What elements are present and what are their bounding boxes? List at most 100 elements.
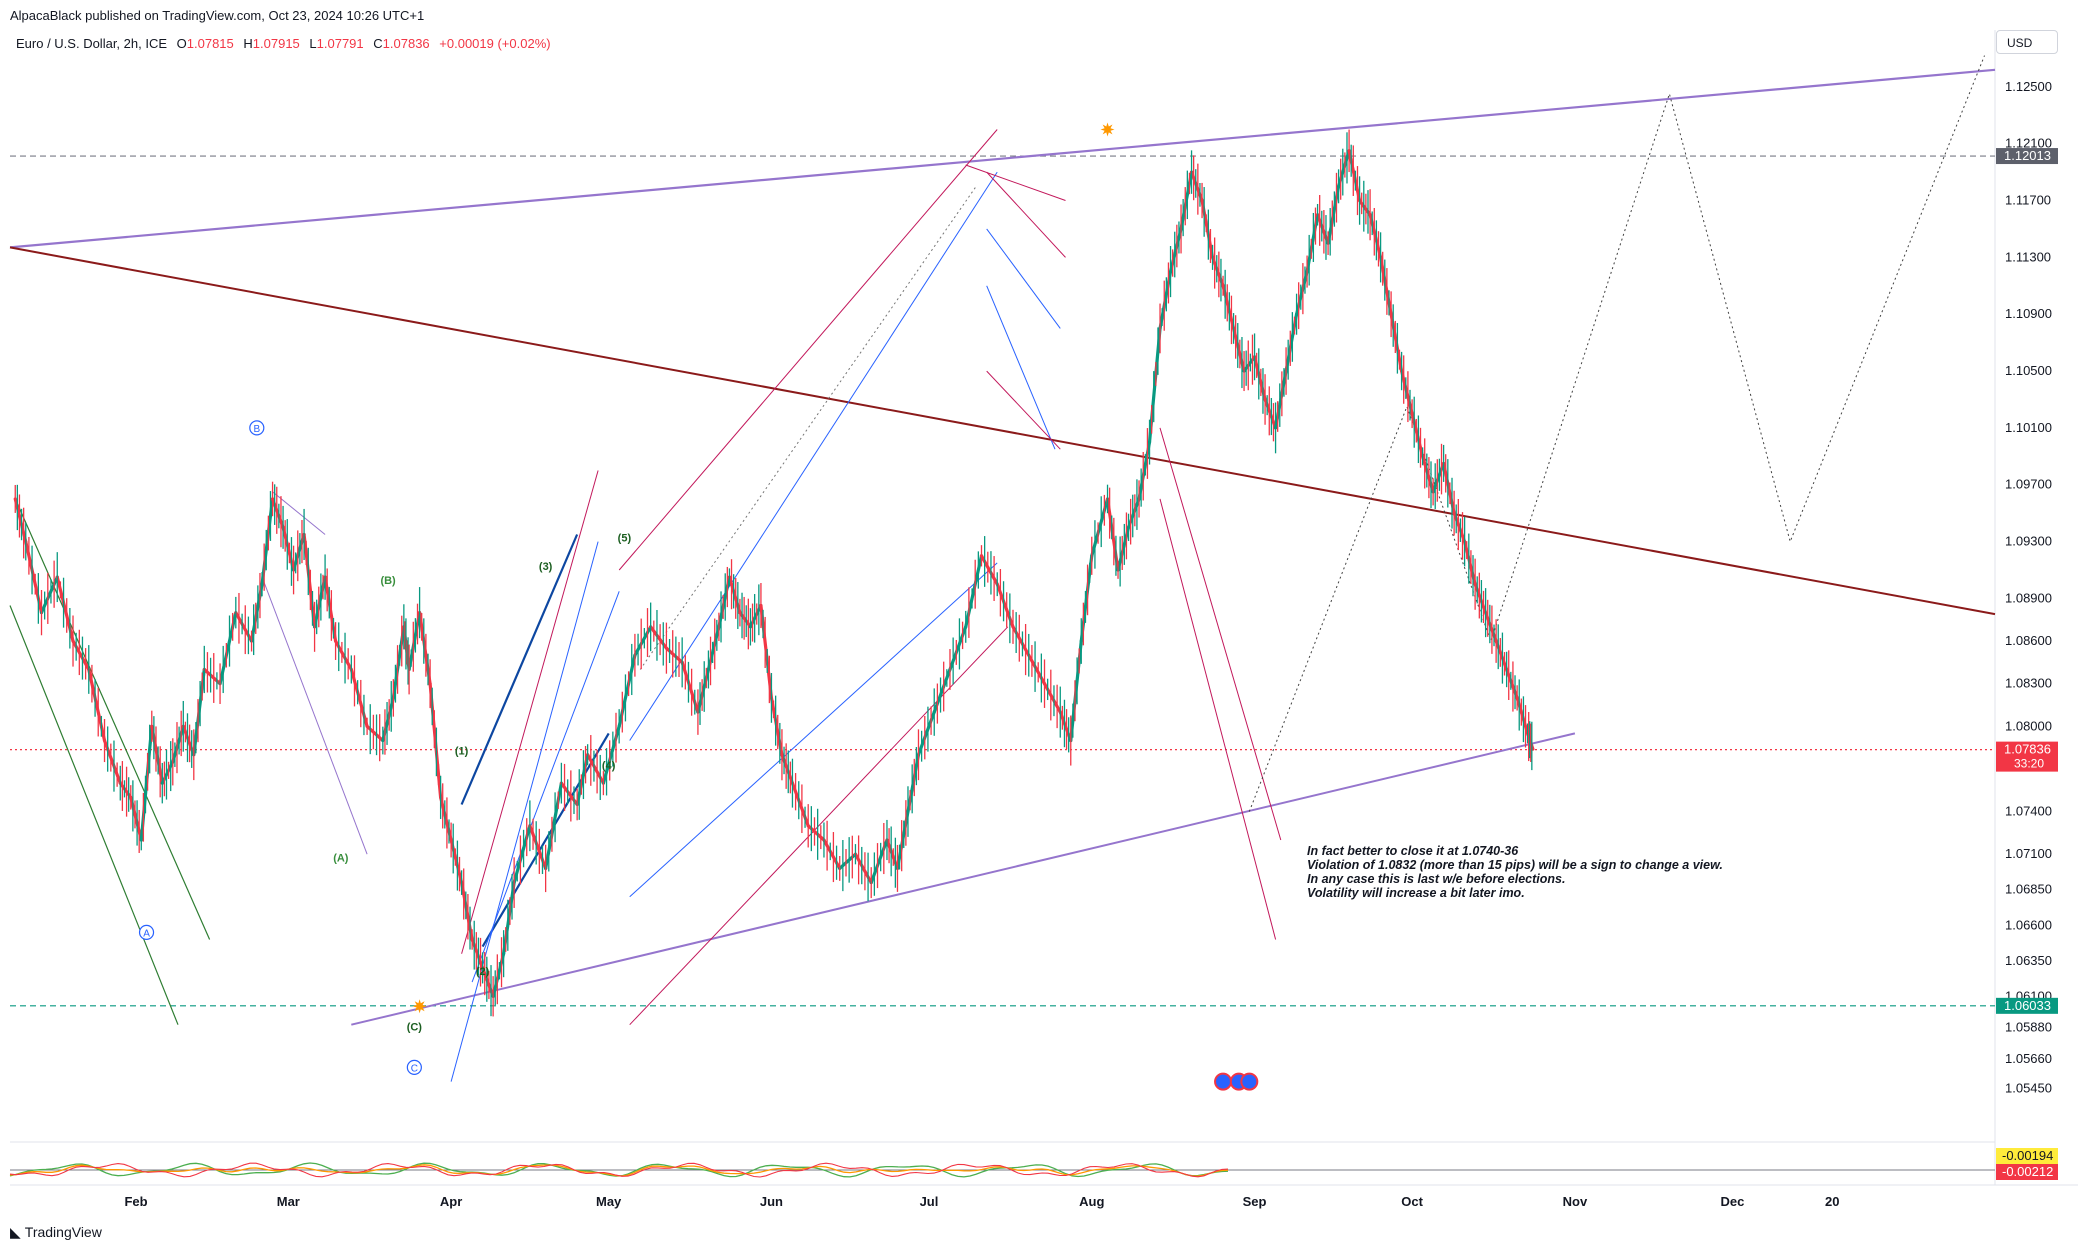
trendline[interactable] [629, 562, 998, 898]
price-segment [649, 625, 669, 650]
y-tick-label: 1.07400 [2005, 804, 2052, 819]
trendline[interactable] [460, 534, 579, 805]
y-tick-label: 1.08300 [2005, 676, 2052, 691]
price-axis-badge [1996, 148, 2058, 165]
y-tick-label: 1.12100 [2005, 136, 2052, 151]
symbol-name[interactable]: Euro / U.S. Dollar, 2h, ICE [16, 36, 168, 51]
price-segment [39, 575, 59, 615]
star-marker[interactable] [412, 999, 427, 1014]
y-tick-label: 1.05660 [2005, 1051, 2052, 1066]
price-segment [218, 611, 238, 686]
trendline[interactable] [986, 285, 1056, 450]
trendline[interactable] [261, 576, 368, 855]
price-segment [633, 625, 653, 657]
price-axis-badge [1996, 741, 2058, 772]
price-segment [365, 724, 385, 743]
y-tick-label: 1.06350 [2005, 953, 2052, 968]
y-tick-label: 1.08900 [2005, 590, 2052, 605]
wave-label: (C) [407, 1021, 423, 1033]
price-segment [55, 575, 75, 643]
price-axis-badge-label: 1.06033 [2004, 998, 2051, 1013]
x-tick-label: Jun [760, 1194, 783, 1209]
footer-brand[interactable]: ◣ TradingView [10, 1224, 102, 1241]
annotation-note: In fact better to close it at 1.0740-36 … [1307, 844, 1723, 900]
trendline[interactable] [986, 228, 1061, 329]
trendline[interactable] [1159, 427, 1282, 841]
y-tick-label: 1.09300 [2005, 534, 2052, 549]
price-segment [1042, 682, 1062, 714]
x-tick-label: Nov [1563, 1194, 1588, 1209]
trendline[interactable] [351, 732, 1576, 1026]
x-tick-label: Mar [277, 1194, 300, 1209]
currency-button[interactable]: USD [1996, 30, 2058, 54]
price-segment [202, 667, 222, 686]
x-tick-label: Apr [440, 1194, 462, 1209]
low-value: 1.07791 [316, 36, 364, 51]
x-tick-label: Feb [124, 1194, 147, 1209]
trendline[interactable] [14, 498, 211, 940]
price-segment [333, 639, 353, 672]
open-value: 1.07815 [186, 36, 234, 51]
y-tick-label: 1.10100 [2005, 420, 2052, 435]
trendline[interactable] [639, 186, 977, 670]
price-segment [995, 582, 1015, 629]
oscillator-line [9, 1162, 1229, 1178]
tv-logo-icon: ◣ [10, 1224, 21, 1240]
trendline[interactable] [618, 129, 998, 571]
price-segment [544, 781, 563, 871]
star-marker[interactable] [1100, 122, 1115, 137]
y-tick-label: 1.11300 [2005, 249, 2051, 264]
trendline[interactable] [965, 164, 1066, 201]
price-segment [512, 824, 532, 885]
price-segment [349, 667, 369, 728]
trendline[interactable] [471, 591, 620, 983]
trendline[interactable] [9, 605, 179, 1025]
x-tick-label: Dec [1721, 1194, 1745, 1209]
y-tick-label: 1.07100 [2005, 846, 2052, 861]
economic-event-icon[interactable] [1214, 1072, 1233, 1091]
change-value: +0.00019 (+0.02%) [439, 36, 551, 51]
trendline[interactable] [481, 732, 610, 948]
level-lines [10, 155, 1995, 1007]
wave-label-circle [406, 1059, 422, 1075]
price-segment [1090, 497, 1110, 558]
trendline[interactable] [1248, 55, 1985, 812]
trendline[interactable] [1159, 498, 1277, 940]
y-tick-label: 1.11700 [2005, 193, 2051, 208]
economic-event-icon[interactable] [1240, 1072, 1259, 1091]
publisher-line: AlpacaBlack published on TradingView.com… [10, 8, 425, 23]
trendline[interactable] [629, 171, 998, 741]
countdown-label: 33:20 [2014, 757, 2044, 771]
price-segment [601, 724, 621, 785]
price-segment [838, 852, 858, 871]
x-tick-label: Oct [1401, 1194, 1423, 1209]
price-segment [87, 667, 107, 743]
price-segment [869, 838, 889, 885]
low-label: L [309, 36, 317, 51]
price-series [13, 129, 1535, 1017]
y-tick-label: 1.06850 [2005, 882, 2052, 897]
price-segment [853, 852, 873, 885]
wave-label: C [411, 1063, 418, 1074]
axes: 1.12500 1.12100 1.11700 1.11300 1.10900 1.105… [124, 79, 2058, 1209]
price-segment [617, 653, 637, 728]
price-segment [964, 554, 984, 629]
x-tick-label: 20 [1825, 1194, 1839, 1209]
trendline[interactable] [461, 470, 599, 954]
chart-grid [10, 30, 2078, 1186]
trendline[interactable] [9, 246, 1996, 616]
trendline[interactable] [450, 541, 599, 1082]
trendline[interactable] [629, 626, 1009, 1026]
wave-label-circle [249, 420, 265, 436]
trendline[interactable] [986, 171, 1066, 258]
trendline[interactable] [9, 68, 1996, 249]
trendline[interactable] [986, 370, 1061, 450]
oscillator-badge [1996, 1148, 2058, 1164]
symbol-legend[interactable]: Euro / U.S. Dollar, 2h, ICE O1.07815 H1.… [16, 36, 551, 51]
wave-label: (5) [618, 533, 632, 545]
oscillator-badge-label: -0.00212 [2002, 1164, 2053, 1179]
y-tick-label: 1.09700 [2005, 477, 2052, 492]
x-tick-label: Jul [920, 1194, 939, 1209]
